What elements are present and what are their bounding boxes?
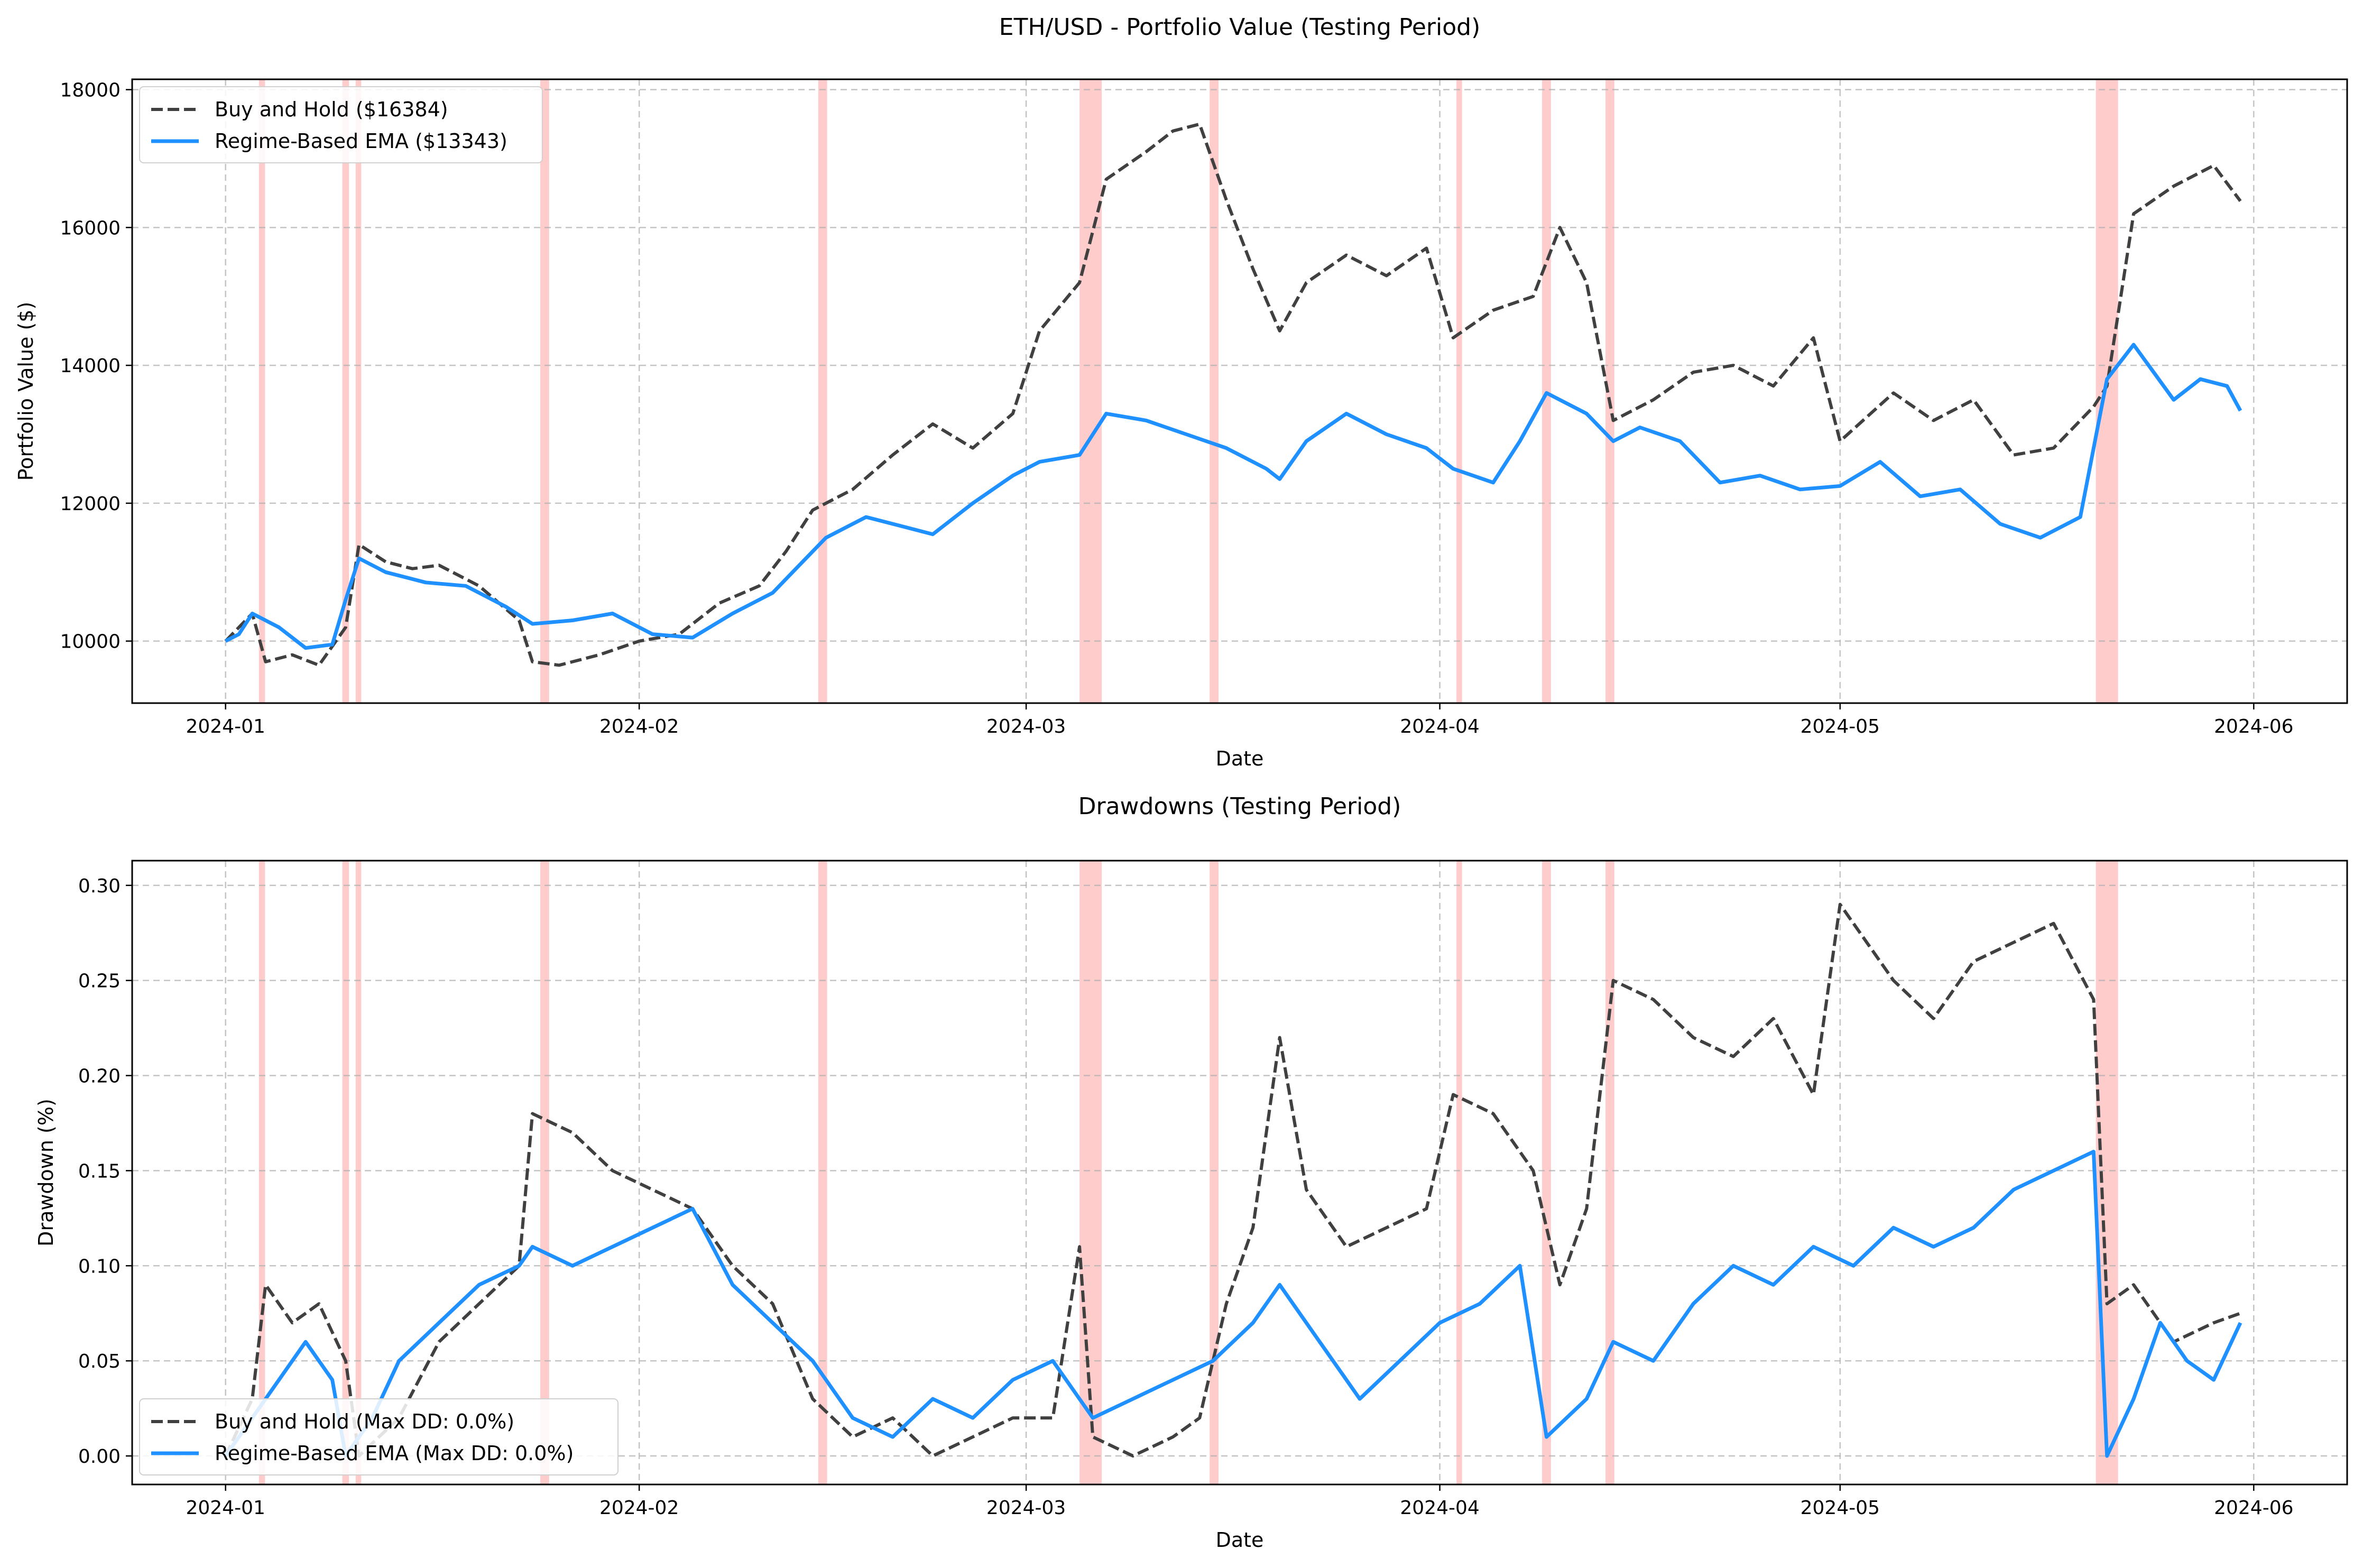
plot-frame <box>131 860 2348 1486</box>
x-tick-label: 2024-01 <box>186 716 265 737</box>
regime-band <box>540 861 549 1484</box>
regime-band <box>1079 79 1102 703</box>
legend-label-buy-and-hold: Buy and Hold (Max DD: 0.0%) <box>215 1410 514 1433</box>
legend-label-buy-and-hold: Buy and Hold ($16384) <box>215 98 448 121</box>
legend: Buy and Hold (Max DD: 0.0%) Regime-Based… <box>139 1398 619 1475</box>
regime-band <box>355 861 362 1484</box>
regime-band <box>540 79 549 703</box>
regime-band <box>355 79 362 703</box>
regime-band <box>1456 861 1462 1484</box>
y-tick-label: 0.30 <box>78 875 121 897</box>
x-tick-label: 2024-02 <box>599 1497 679 1519</box>
y-tick-label: 0.25 <box>78 971 121 992</box>
legend-box <box>139 1398 619 1475</box>
regime-band <box>1605 79 1614 703</box>
regime-band <box>1210 861 1219 1484</box>
regime-band <box>342 861 349 1484</box>
x-tick-label: 2024-04 <box>1400 716 1479 737</box>
series-line-regime-ema <box>225 343 2242 650</box>
regime-band <box>1542 861 1551 1484</box>
regime-band <box>818 861 827 1484</box>
series-line-buy-and-hold <box>224 902 2241 1458</box>
y-axis-label: Portfolio Value ($) <box>14 302 38 481</box>
x-tick-label: 2024-03 <box>986 1497 1066 1519</box>
x-tick-label: 2024-03 <box>986 716 1066 737</box>
x-ticks: 2024-01 2024-02 2024-03 2024-04 2024-05 2024-… <box>186 703 2294 737</box>
y-tick-label: 0.15 <box>78 1160 121 1182</box>
legend-box <box>139 86 543 163</box>
drawdowns-chart: Drawdowns (Testing Period) 2024-01 2024-0… <box>34 793 2348 1552</box>
regime-band <box>2096 79 2118 703</box>
regime-bands <box>259 861 2118 1484</box>
y-tick-label: 10000 <box>60 631 121 653</box>
regime-band <box>259 79 265 703</box>
y-ticks: 10000 12000 14000 16000 18000 <box>60 80 132 653</box>
x-tick-label: 2024-05 <box>1801 716 1880 737</box>
chart-title: ETH/USD - Portfolio Value (Testing Perio… <box>999 14 1480 41</box>
x-ticks: 2024-01 2024-02 2024-03 2024-04 2024-05 2024-… <box>186 1484 2294 1519</box>
y-tick-label: 0.05 <box>78 1351 121 1372</box>
y-tick-label: 18000 <box>60 80 121 102</box>
legend: Buy and Hold ($16384) Regime-Based EMA (… <box>139 86 543 163</box>
series-line-regime-ema <box>224 1149 2242 1458</box>
regime-band <box>1456 79 1462 703</box>
plot-frame <box>131 78 2348 704</box>
x-tick-label: 2024-06 <box>2214 1497 2293 1519</box>
regime-band <box>259 861 265 1484</box>
y-tick-label: 12000 <box>60 493 121 515</box>
series-line-buy-and-hold <box>224 122 2242 667</box>
x-axis-label: Date <box>1216 1528 1264 1552</box>
y-tick-label: 14000 <box>60 355 121 377</box>
regime-band <box>2096 861 2118 1484</box>
regime-band <box>818 79 827 703</box>
y-tick-label: 0.20 <box>78 1066 121 1087</box>
grid <box>132 861 2347 1484</box>
y-tick-label: 16000 <box>60 217 121 239</box>
chart-title: Drawdowns (Testing Period) <box>1078 793 1401 820</box>
x-tick-label: 2024-06 <box>2214 716 2293 737</box>
y-ticks: 0.00 0.05 0.10 0.15 0.20 0.25 0.30 <box>78 875 132 1468</box>
x-tick-label: 2024-05 <box>1801 1497 1880 1519</box>
x-axis-label: Date <box>1216 747 1264 770</box>
regime-band <box>342 79 349 703</box>
regime-band <box>1210 79 1219 703</box>
y-tick-label: 0.10 <box>78 1256 121 1277</box>
regime-band <box>1079 861 1102 1484</box>
series-lines <box>224 902 2242 1458</box>
series-lines <box>224 122 2242 667</box>
regime-band <box>1605 861 1614 1484</box>
y-tick-label: 0.00 <box>78 1446 121 1468</box>
y-axis-label: Drawdown (%) <box>34 1099 58 1247</box>
x-tick-label: 2024-01 <box>186 1497 265 1519</box>
legend-label-regime-ema: Regime-Based EMA ($13343) <box>215 130 507 153</box>
x-tick-label: 2024-02 <box>599 716 679 737</box>
portfolio-value-chart: ETH/USD - Portfolio Value (Testing Perio… <box>14 14 2348 770</box>
x-tick-label: 2024-04 <box>1400 1497 1479 1519</box>
legend-label-regime-ema: Regime-Based EMA (Max DD: 0.0%) <box>215 1442 574 1465</box>
